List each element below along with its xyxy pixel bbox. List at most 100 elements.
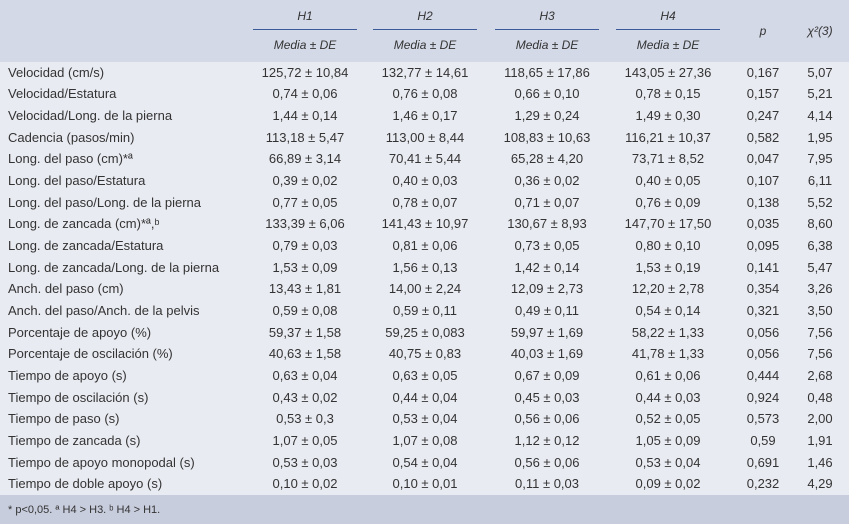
cell: 0,047 <box>746 151 780 167</box>
cell: 1,12 ± 0,12 <box>514 432 580 448</box>
row-label: Porcentaje de oscilación (%) <box>8 346 173 362</box>
row-label: Long. de zancada (cm)*ª,ᵇ <box>8 216 160 232</box>
cell: 108,83 ± 10,63 <box>503 129 591 145</box>
cell: 0,63 ± 0,04 <box>272 367 338 383</box>
cell: 5,21 <box>807 86 833 102</box>
cell: 113,00 ± 8,44 <box>385 129 465 145</box>
cell: 1,07 ± 0,08 <box>392 432 458 448</box>
cell: 65,28 ± 4,20 <box>510 151 584 167</box>
cell: 6,11 <box>807 173 833 189</box>
cell: 0,157 <box>746 86 780 102</box>
cell: 0,43 ± 0,02 <box>272 389 338 405</box>
cell: 1,53 ± 0,19 <box>635 259 701 275</box>
cell: 8,60 <box>807 216 833 232</box>
cell: 0,138 <box>746 194 780 210</box>
cell: 0,59 <box>750 432 776 448</box>
cell: 0,321 <box>746 302 780 318</box>
p-header: p <box>759 24 767 38</box>
row-label: Tiempo de apoyo (s) <box>8 367 127 383</box>
cell: 118,65 ± 17,86 <box>504 64 590 80</box>
cell: 1,46 <box>807 454 833 470</box>
row-label: Anch. del paso/Anch. de la pelvis <box>8 302 200 318</box>
cell: 0,10 ± 0,02 <box>272 476 338 492</box>
cell: 14,00 ± 2,24 <box>388 281 462 297</box>
cell: 0,39 ± 0,02 <box>272 173 338 189</box>
cell: 2,00 <box>807 411 833 427</box>
cell: 0,59 ± 0,11 <box>393 302 457 318</box>
cell: 41,78 ± 1,33 <box>631 346 705 362</box>
cell: 1,07 ± 0,05 <box>272 432 338 448</box>
header-band <box>0 0 849 62</box>
cell: 7,56 <box>807 324 833 340</box>
cell: 0,74 ± 0,06 <box>272 86 338 102</box>
cell: 143,05 ± 27,36 <box>624 64 712 80</box>
cell: 1,53 ± 0,09 <box>272 259 338 275</box>
cell: 0,056 <box>746 324 780 340</box>
cell: 1,05 ± 0,09 <box>635 432 701 448</box>
column-rule <box>373 29 477 30</box>
cell: 59,97 ± 1,69 <box>510 324 584 340</box>
cell: 1,91 <box>807 432 833 448</box>
row-label: Long. del paso (cm)*ª <box>8 151 133 167</box>
column-group: H3 <box>539 9 555 23</box>
cell: 141,43 ± 10,97 <box>381 216 469 232</box>
row-label: Cadencia (pasos/min) <box>8 129 135 145</box>
cell: 0,167 <box>746 64 780 80</box>
cell: 0,53 ± 0,04 <box>392 411 458 427</box>
column-group: H2 <box>417 9 433 23</box>
column-group: H1 <box>297 9 313 23</box>
cell: 0,53 ± 0,03 <box>272 454 338 470</box>
cell: 2,68 <box>807 367 833 383</box>
cell: 0,54 ± 0,14 <box>635 302 701 318</box>
cell: 0,61 ± 0,06 <box>635 367 701 383</box>
cell: 0,59 ± 0,08 <box>272 302 338 318</box>
cell: 0,11 ± 0,03 <box>515 476 579 492</box>
cell: 1,95 <box>807 129 833 145</box>
row-label: Anch. del paso (cm) <box>8 281 124 297</box>
row-label: Velocidad/Estatura <box>8 86 117 102</box>
cell: 1,56 ± 0,13 <box>392 259 458 275</box>
cell: 66,89 ± 3,14 <box>268 151 342 167</box>
row-label: Tiempo de oscilación (s) <box>8 389 149 405</box>
cell: 70,41 ± 5,44 <box>388 151 462 167</box>
cell: 0,40 ± 0,03 <box>392 173 458 189</box>
cell: 0,49 ± 0,11 <box>515 302 579 318</box>
row-label: Long. del paso/Long. de la pierna <box>8 194 201 210</box>
cell: 40,63 ± 1,58 <box>268 346 342 362</box>
cell: 0,66 ± 0,10 <box>514 86 580 102</box>
cell: 40,75 ± 0,83 <box>388 346 462 362</box>
cell: 0,79 ± 0,03 <box>272 238 338 254</box>
cell: 0,035 <box>746 216 780 232</box>
cell: 0,141 <box>746 259 780 275</box>
footnote: * p<0,05. ª H4 > H3. ᵇ H4 > H1. <box>8 504 161 516</box>
row-label: Velocidad/Long. de la pierna <box>8 108 173 124</box>
column-rule <box>495 29 599 30</box>
cell: 12,09 ± 2,73 <box>510 281 584 297</box>
row-label: Tiempo de paso (s) <box>8 411 120 427</box>
cell: 0,056 <box>746 346 780 362</box>
cell: 0,54 ± 0,04 <box>392 454 458 470</box>
cell: 0,095 <box>746 238 780 254</box>
cell: 4,14 <box>807 108 833 124</box>
cell: 0,691 <box>746 454 780 470</box>
cell: 1,29 ± 0,24 <box>514 108 580 124</box>
cell: 0,78 ± 0,15 <box>635 86 701 102</box>
column-subheader: Media ± DE <box>393 38 457 52</box>
cell: 0,573 <box>746 411 780 427</box>
cell: 0,76 ± 0,09 <box>635 194 701 210</box>
row-label: Long. de zancada/Estatura <box>8 238 164 254</box>
cell: 1,42 ± 0,14 <box>514 259 580 275</box>
column-subheader: Media ± DE <box>273 38 337 52</box>
cell: 0,45 ± 0,03 <box>514 389 580 405</box>
cell: 0,107 <box>746 173 780 189</box>
cell: 133,39 ± 6,06 <box>265 216 345 232</box>
cell: 13,43 ± 1,81 <box>268 281 342 297</box>
cell: 0,53 ± 0,04 <box>635 454 701 470</box>
chi-header: χ²(3) <box>807 24 833 38</box>
cell: 0,63 ± 0,05 <box>392 367 458 383</box>
cell: 0,81 ± 0,06 <box>392 238 458 254</box>
cell: 4,29 <box>807 476 833 492</box>
cell: 0,77 ± 0,05 <box>272 194 338 210</box>
cell: 0,71 ± 0,07 <box>514 194 580 210</box>
cell: 7,95 <box>807 151 833 167</box>
